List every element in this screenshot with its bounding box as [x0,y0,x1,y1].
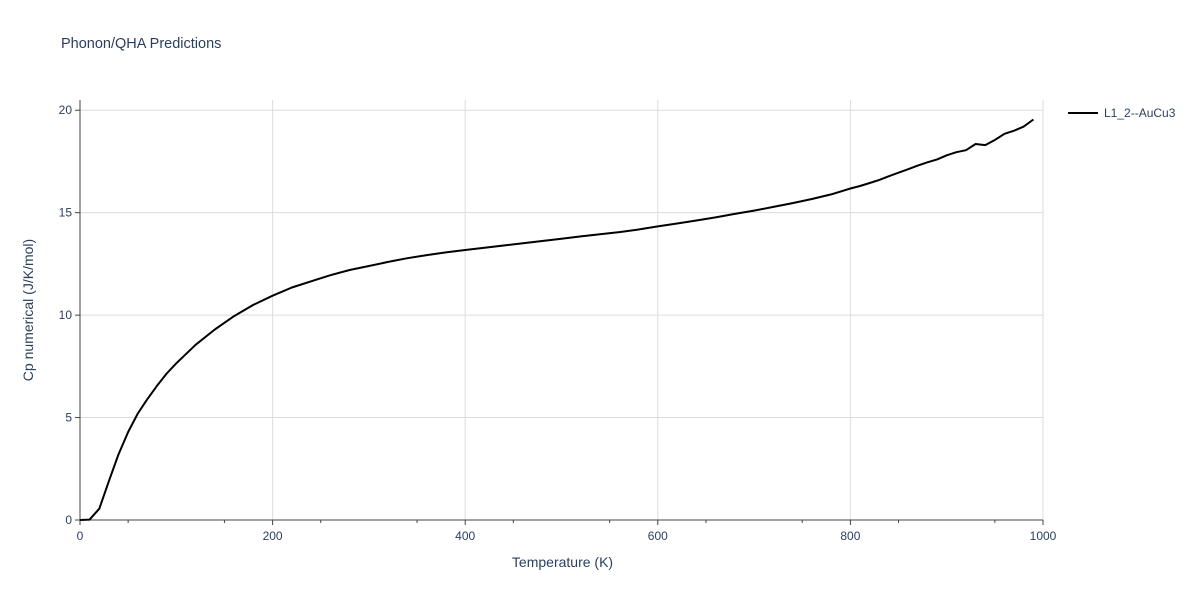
x-tick-label: 400 [455,529,475,543]
x-grid [272,100,1044,520]
y-ticks: 0 5 10 15 20 [59,103,80,527]
y-tick-label: 5 [65,411,72,425]
series-group [79,118,1034,521]
x-tick-label: 600 [648,529,668,543]
y-axis-label: Cp numerical (J/K/mol) [20,238,36,382]
chart-title: Phonon/QHA Predictions [61,36,222,52]
x-tick-label: 200 [263,529,283,543]
x-tick-label: 0 [77,529,84,543]
legend[interactable]: L1_2--AuCu3 [1068,106,1175,120]
legend-label: L1_2--AuCu3 [1104,106,1176,120]
y-tick-label: 15 [59,206,73,220]
x-tick-label: 800 [840,529,860,543]
y-tick-label: 20 [59,103,73,117]
y-grid [80,109,1043,419]
x-tick-label: 1000 [1030,529,1057,543]
axes [79,100,1043,521]
legend-swatch [1068,112,1098,114]
x-axis-label: Temperature (K) [511,554,614,570]
series-line [79,118,1034,521]
x-ticks: 0 200 400 600 800 1000 [77,520,1057,543]
y-tick-label: 10 [59,308,73,322]
y-tick-label: 0 [65,513,72,527]
